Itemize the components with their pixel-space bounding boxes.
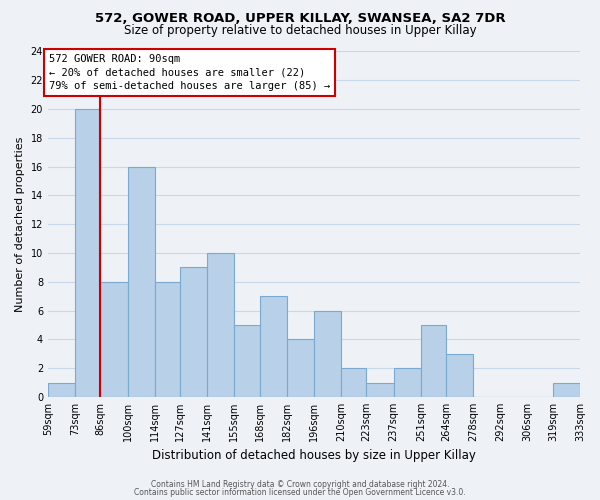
Text: Contains public sector information licensed under the Open Government Licence v3: Contains public sector information licen… — [134, 488, 466, 497]
Bar — [48, 382, 75, 397]
Bar — [207, 253, 235, 397]
Text: Contains HM Land Registry data © Crown copyright and database right 2024.: Contains HM Land Registry data © Crown c… — [151, 480, 449, 489]
Bar — [553, 382, 580, 397]
Bar — [314, 310, 341, 397]
Text: 572, GOWER ROAD, UPPER KILLAY, SWANSEA, SA2 7DR: 572, GOWER ROAD, UPPER KILLAY, SWANSEA, … — [95, 12, 505, 26]
Bar — [287, 340, 314, 397]
Bar — [75, 109, 100, 397]
Bar — [155, 282, 180, 397]
Text: Size of property relative to detached houses in Upper Killay: Size of property relative to detached ho… — [124, 24, 476, 37]
Bar — [100, 282, 128, 397]
Bar — [341, 368, 367, 397]
X-axis label: Distribution of detached houses by size in Upper Killay: Distribution of detached houses by size … — [152, 450, 476, 462]
Bar — [180, 268, 207, 397]
Bar — [128, 166, 155, 397]
Bar — [394, 368, 421, 397]
Bar — [235, 325, 260, 397]
Bar — [421, 325, 446, 397]
Text: 572 GOWER ROAD: 90sqm
← 20% of detached houses are smaller (22)
79% of semi-deta: 572 GOWER ROAD: 90sqm ← 20% of detached … — [49, 54, 330, 91]
Bar — [446, 354, 473, 397]
Y-axis label: Number of detached properties: Number of detached properties — [15, 136, 25, 312]
Bar — [367, 382, 394, 397]
Bar — [260, 296, 287, 397]
